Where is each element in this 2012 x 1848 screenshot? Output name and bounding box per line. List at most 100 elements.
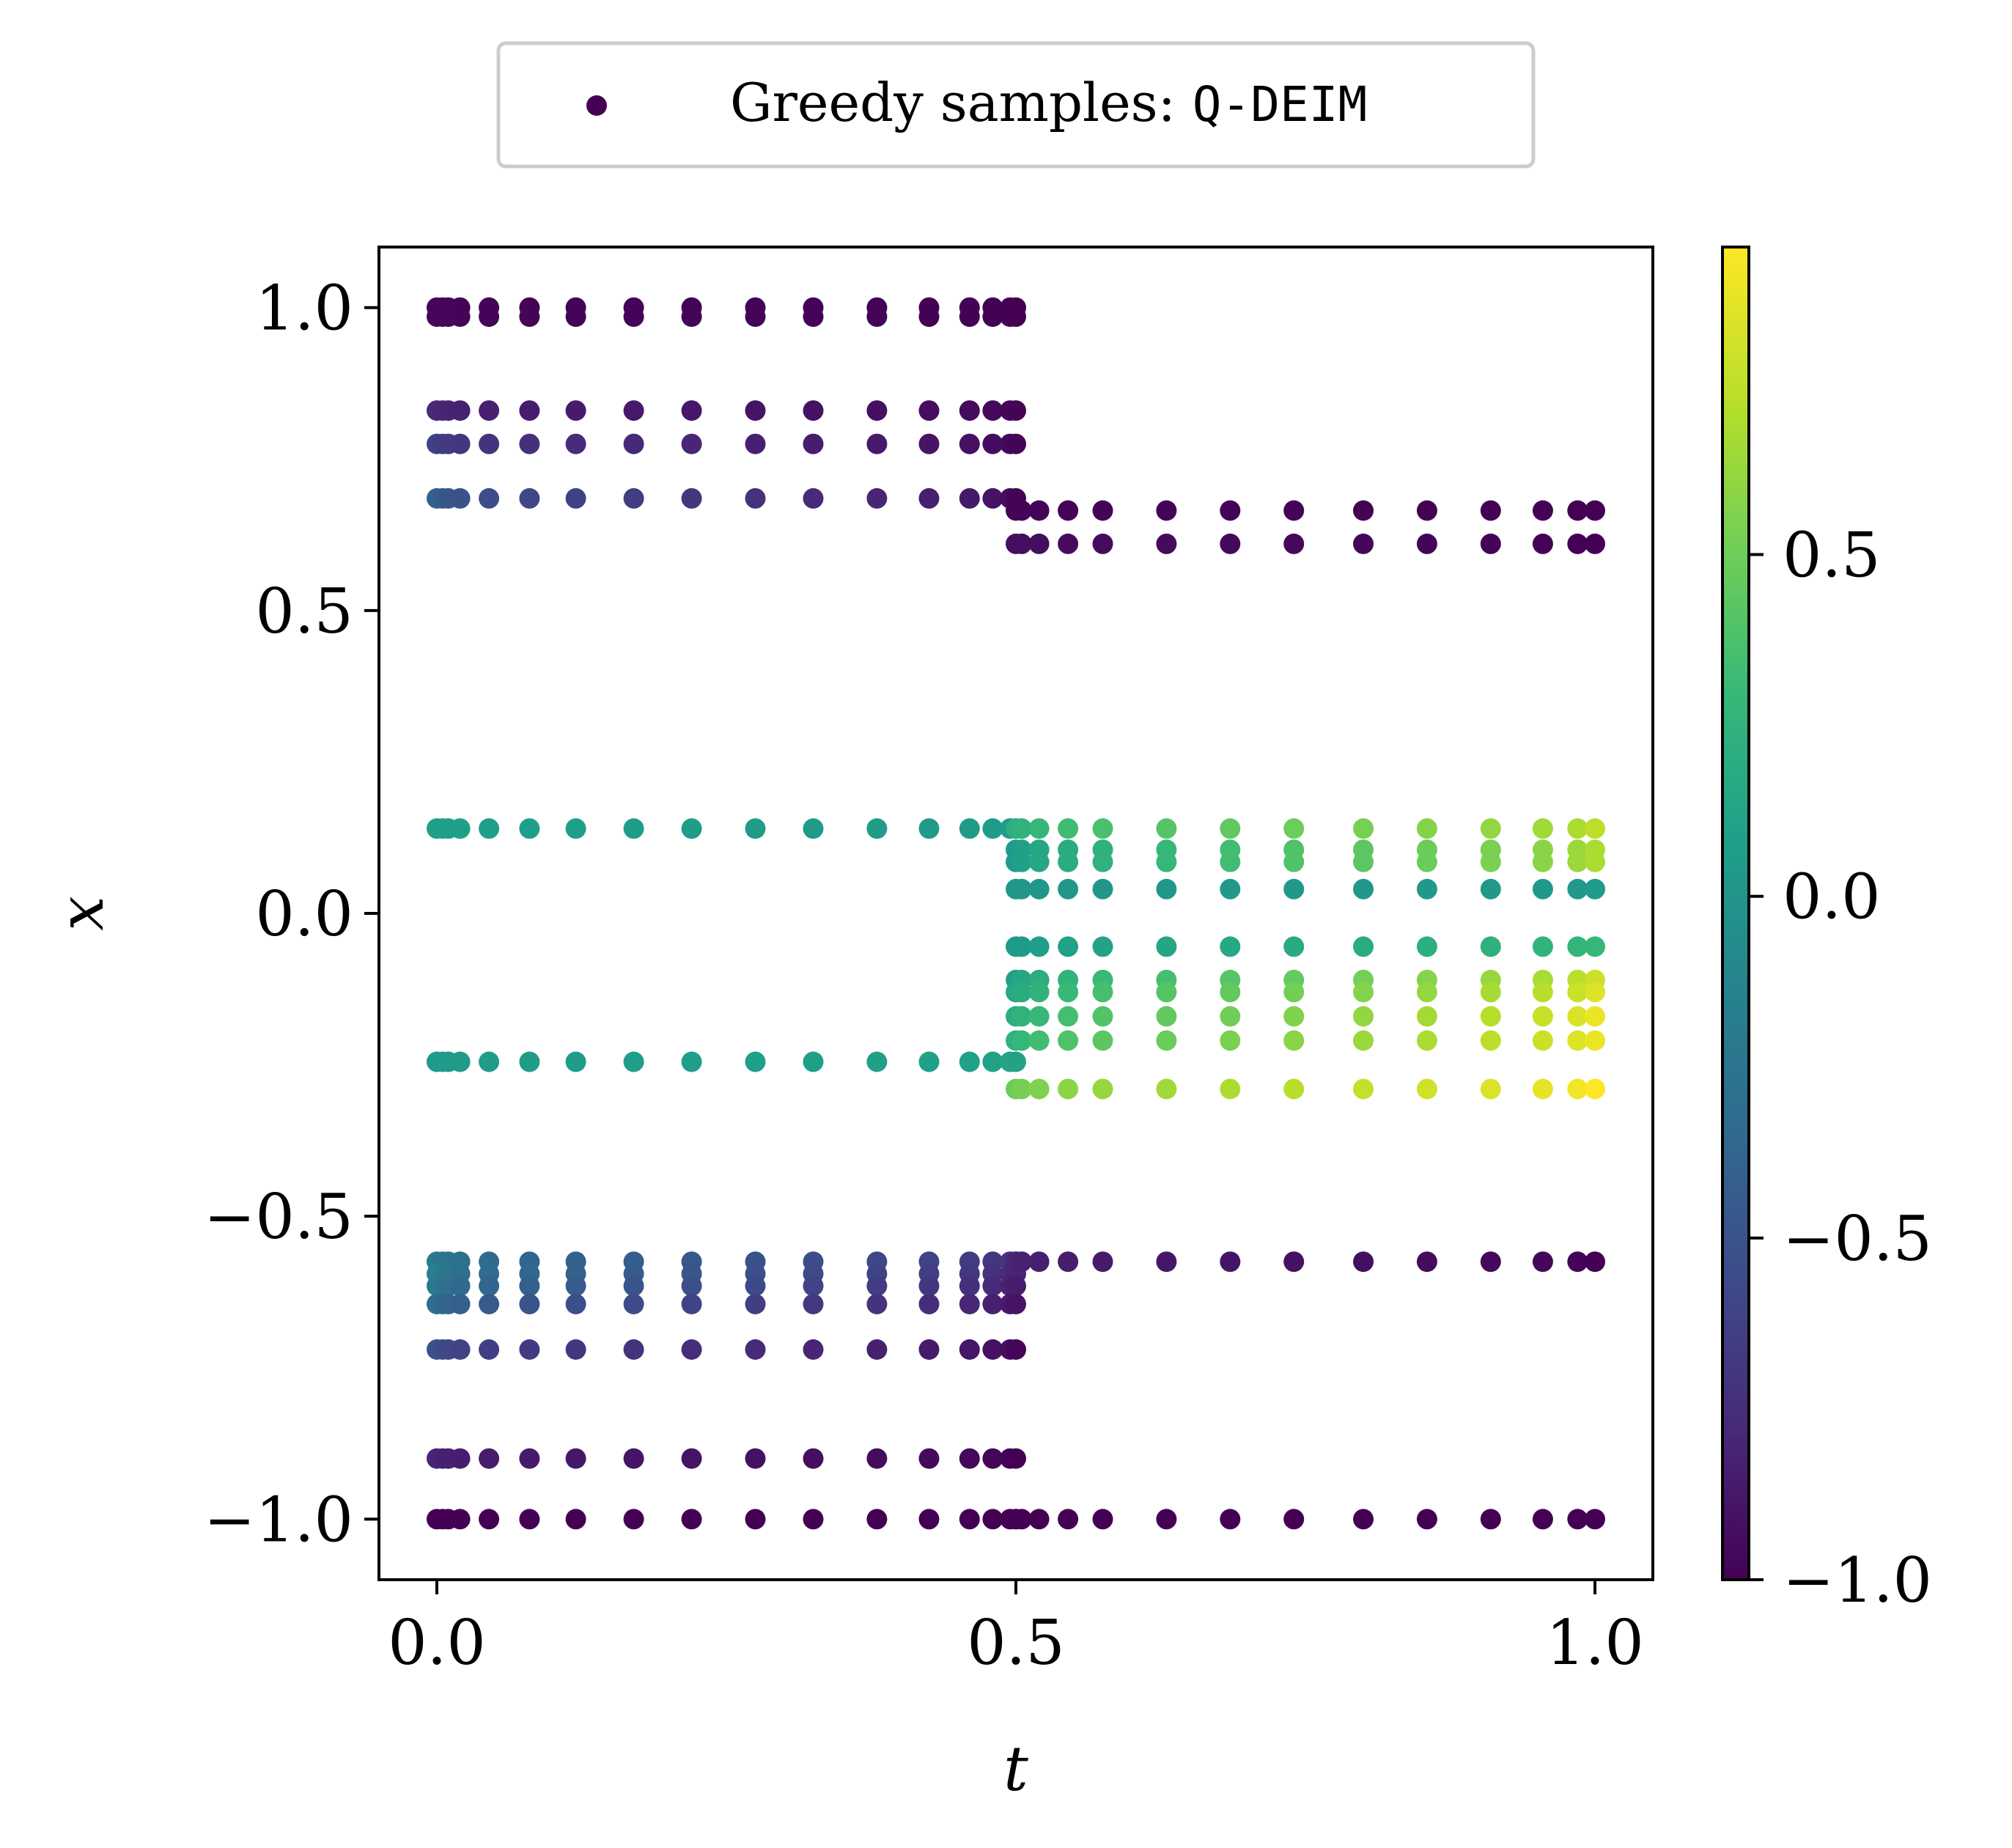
data-point: [1283, 878, 1305, 899]
data-point: [1006, 306, 1026, 327]
data-point: [803, 1339, 824, 1360]
data-point: [803, 1448, 824, 1469]
data-point: [1532, 936, 1553, 957]
data-point: [681, 1294, 702, 1314]
data-point: [1028, 500, 1050, 521]
data-point: [866, 1448, 888, 1469]
data-point: [565, 487, 586, 509]
colorbar-tick-label: −0.5: [1783, 1203, 1932, 1275]
data-point: [1058, 818, 1079, 839]
data-point: [565, 1339, 586, 1360]
data-point: [565, 1294, 586, 1314]
y-axis-ticks: 1.0 0.5 0.0 −0.5 −1.0: [204, 273, 379, 1556]
data-point: [1480, 1078, 1501, 1100]
data-point: [982, 1294, 1003, 1314]
data-point: [1283, 982, 1305, 1003]
data-point: [479, 1509, 500, 1530]
data-point: [803, 1509, 824, 1530]
data-point: [982, 1275, 1003, 1297]
data-point: [1028, 936, 1050, 957]
data-point: [1283, 1006, 1305, 1027]
y-tick-label: 1.0: [255, 273, 353, 345]
data-point: [1156, 936, 1177, 957]
data-point: [479, 1339, 500, 1360]
data-point: [918, 487, 940, 509]
data-point: [918, 306, 940, 327]
data-point: [681, 433, 702, 454]
data-point: [1006, 1051, 1026, 1072]
x-axis-label: t: [1003, 1733, 1028, 1805]
data-point: [1567, 878, 1588, 899]
data-point: [519, 1275, 540, 1297]
data-point: [745, 487, 766, 509]
data-point: [982, 1448, 1003, 1469]
data-point: [1585, 982, 1605, 1003]
data-point: [982, 1509, 1003, 1530]
data-point: [449, 487, 471, 509]
data-point: [623, 306, 644, 327]
data-point: [1480, 1006, 1501, 1027]
data-point: [681, 400, 702, 421]
colorbar-tick-label: 0.5: [1783, 520, 1881, 592]
data-point: [1283, 533, 1305, 554]
data-point: [449, 818, 471, 839]
data-point: [1416, 818, 1437, 839]
data-point: [1011, 1078, 1032, 1100]
data-point: [1092, 1078, 1113, 1100]
data-point: [1585, 936, 1605, 957]
data-point: [1028, 818, 1050, 839]
data-point: [1006, 433, 1026, 454]
data-point: [745, 818, 766, 839]
data-point: [745, 1509, 766, 1530]
x-tick-label: 0.5: [967, 1607, 1065, 1679]
data-point: [623, 818, 644, 839]
data-point: [519, 1448, 540, 1469]
data-point: [1353, 936, 1374, 957]
data-point: [479, 487, 500, 509]
data-point: [803, 1294, 824, 1314]
data-point: [623, 1051, 644, 1072]
data-point: [982, 400, 1003, 421]
data-point: [803, 306, 824, 327]
data-point: [1585, 1251, 1605, 1273]
data-point: [1532, 1030, 1553, 1051]
data-point: [1092, 982, 1113, 1003]
data-point: [1480, 936, 1501, 957]
data-point: [1283, 1030, 1305, 1051]
data-point: [1567, 1078, 1588, 1100]
data-point: [1011, 533, 1032, 554]
data-point: [1058, 1509, 1079, 1530]
data-point: [1353, 533, 1374, 554]
data-point: [1480, 533, 1501, 554]
data-point: [623, 1509, 644, 1530]
data-point: [479, 306, 500, 327]
data-point: [1532, 878, 1553, 899]
data-point: [1156, 500, 1177, 521]
data-point: [1006, 1275, 1026, 1297]
data-point: [866, 433, 888, 454]
data-point: [866, 306, 888, 327]
data-point: [1028, 1509, 1050, 1530]
data-point: [1028, 851, 1050, 872]
data-point: [1567, 500, 1588, 521]
data-point: [1156, 533, 1177, 554]
data-point: [1480, 982, 1501, 1003]
data-point: [1006, 1339, 1026, 1360]
data-point: [1532, 1509, 1553, 1530]
data-point: [479, 1275, 500, 1297]
data-point: [1353, 500, 1374, 521]
data-point: [745, 433, 766, 454]
legend-label: Greedy samples: Q-DEIM: [730, 72, 1367, 133]
data-point: [1416, 878, 1437, 899]
data-point: [1156, 878, 1177, 899]
data-point: [1156, 818, 1177, 839]
data-point: [1567, 1006, 1588, 1027]
data-point: [1028, 1251, 1050, 1273]
data-point: [565, 1051, 586, 1072]
data-point: [1220, 851, 1241, 872]
x-axis-ticks: 0.0 0.5 1.0: [388, 1580, 1644, 1679]
data-point: [866, 1339, 888, 1360]
legend-marker: [586, 95, 607, 116]
data-point: [623, 433, 644, 454]
